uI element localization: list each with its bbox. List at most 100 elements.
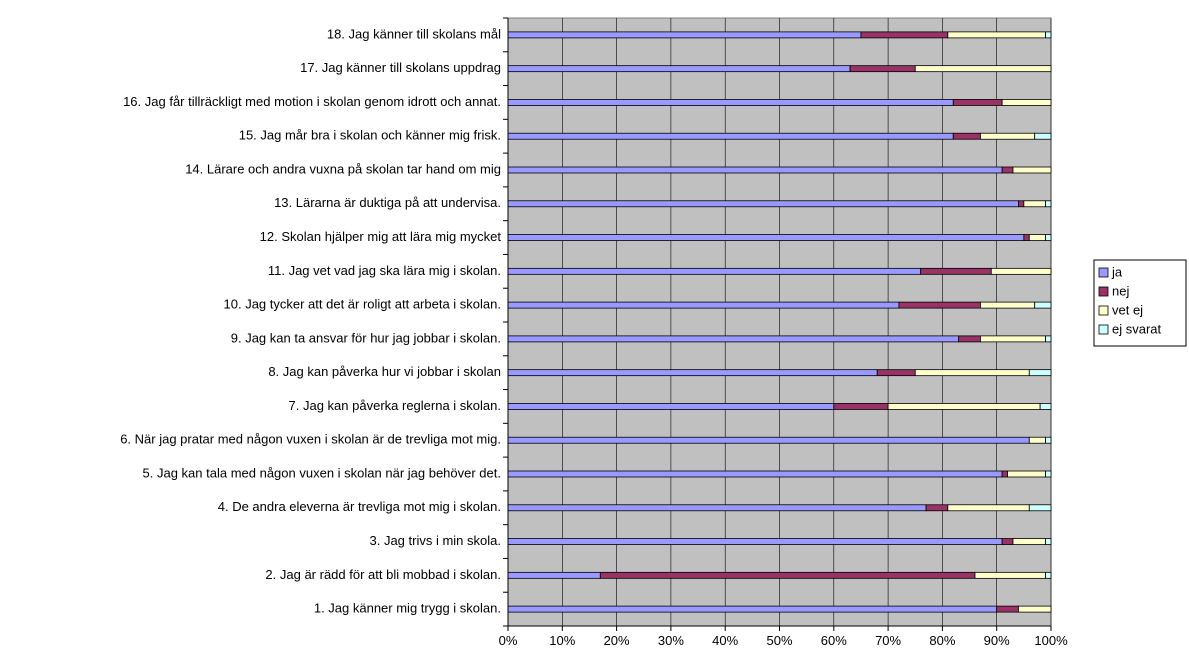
- legend-box: [1093, 259, 1187, 347]
- legend-swatch: [1098, 267, 1109, 278]
- x-tick-label: 10%: [549, 633, 575, 648]
- x-tick-label: 40%: [712, 633, 738, 648]
- bar-segment-ej-svarat: [1039, 403, 1052, 410]
- bar-segment-vet-ej: [980, 335, 1046, 343]
- category-label: 17. Jag känner till skolans uppdrag: [300, 60, 501, 75]
- category-label: 18. Jag känner till skolans mål: [327, 26, 501, 41]
- bar-segment-ja: [507, 538, 1003, 545]
- bar-segment-nej: [833, 403, 889, 410]
- bar-segment-vet-ej: [947, 31, 1046, 39]
- x-tick-label: 70%: [875, 633, 901, 648]
- bar-segment-vet-ej: [914, 65, 1052, 73]
- category-label: 9. Jag kan ta ansvar för hur jag jobbar …: [231, 330, 501, 345]
- bar-segment-nej: [1001, 538, 1014, 545]
- x-tick-label: 90%: [984, 633, 1010, 648]
- bar-segment-ja: [507, 166, 1003, 174]
- category-label: 6. När jag pratar med någon vuxen i skol…: [120, 432, 501, 447]
- legend-label: vet ej: [1112, 302, 1143, 317]
- category-label: 2. Jag är rädd för att bli mobbad i skol…: [265, 567, 501, 582]
- category-label: 11. Jag vet vad jag ska lära mig i skola…: [268, 263, 501, 278]
- bar-segment-vet-ej: [980, 132, 1036, 140]
- bar-segment-nej: [1018, 200, 1025, 208]
- category-label: 10. Jag tycker att det är roligt att arb…: [224, 297, 501, 312]
- category-label: 13. Lärarna är duktiga på att undervisa.: [274, 195, 501, 210]
- category-label: 8. Jag kan påverka hur vi jobbar i skola…: [268, 364, 501, 379]
- bar-segment-ja: [507, 132, 954, 140]
- x-tick-label: 30%: [658, 633, 684, 648]
- legend: ja nej vet ej ej svarat: [1093, 259, 1187, 347]
- legend-label: ja: [1111, 264, 1123, 279]
- bar-segment-vet-ej: [1007, 470, 1046, 478]
- bar-segment-vet-ej: [974, 571, 1046, 579]
- bar-segment-ja: [507, 436, 1030, 444]
- bar-segment-vet-ej: [1028, 234, 1046, 241]
- category-label: 1. Jag känner mig trygg i skolan.: [314, 601, 501, 616]
- bar-segment-nej: [1023, 234, 1030, 241]
- bar-segment-nej: [849, 65, 916, 73]
- category-label: 3. Jag trivs i min skola.: [370, 533, 502, 548]
- category-label: 15. Jag mår bra i skolan och känner mig …: [239, 128, 501, 143]
- legend-swatch: [1098, 324, 1109, 335]
- x-tick-label: 100%: [1034, 633, 1068, 648]
- bar-segment-vet-ej: [990, 267, 1052, 275]
- bar-segment-nej: [952, 99, 1003, 106]
- bar-segment-ja: [507, 99, 954, 106]
- y-axis: 1. Jag känner mig trygg i skolan. 2. Jag …: [120, 17, 509, 627]
- bar-segment-nej: [996, 605, 1019, 613]
- x-tick-label: 20%: [604, 633, 630, 648]
- bar-segment-ja: [507, 369, 878, 377]
- x-tick-label: 50%: [766, 633, 792, 648]
- bar-segment-nej: [860, 31, 949, 39]
- bar-segment-nej: [958, 335, 981, 343]
- legend-swatch: [1098, 286, 1109, 297]
- x-tick-label: 80%: [929, 633, 955, 648]
- category-label: 5. Jag kan tala med någon vuxen i skolan…: [143, 465, 501, 480]
- bar-segment-ej-svarat: [1045, 470, 1052, 478]
- bar-segment-ej-svarat: [1034, 132, 1052, 140]
- bar-segment-ej-svarat: [1045, 436, 1052, 444]
- bar-segment-vet-ej: [914, 369, 1030, 377]
- bar-segment-vet-ej: [1012, 166, 1052, 174]
- bar-segment-ja: [507, 65, 851, 73]
- bar-segment-nej: [920, 267, 992, 275]
- x-tick-label: 60%: [821, 633, 847, 648]
- bar-segment-ej-svarat: [1045, 335, 1052, 343]
- bar-segment-ja: [507, 267, 922, 275]
- bar-segment-ja: [507, 403, 835, 410]
- legend-label: nej: [1112, 283, 1129, 298]
- x-axis: 0% 10% 20% 30% 40% 50% 60% 70% 80% 90% 100%: [499, 625, 1068, 648]
- bar-segment-ja: [507, 335, 960, 343]
- bar-segment-ej-svarat: [1034, 301, 1052, 309]
- bar-segment-ej-svarat: [1045, 571, 1052, 579]
- bar-segment-ja: [507, 200, 1019, 208]
- bar-segment-vet-ej: [1001, 99, 1052, 106]
- category-label: 12. Skolan hjälper mig att lära mig myck…: [260, 229, 502, 244]
- bar-segment-ej-svarat: [1045, 200, 1052, 208]
- bar-segment-vet-ej: [1028, 436, 1046, 444]
- category-label: 16. Jag får tillräckligt med motion i sk…: [123, 94, 501, 109]
- bar-segment-nej: [952, 132, 981, 140]
- x-tick-label: 0%: [499, 633, 518, 648]
- bar-segment-vet-ej: [887, 403, 1041, 410]
- bar-segment-vet-ej: [1012, 538, 1046, 545]
- category-label: 4. De andra eleverna är trevliga mot mig…: [218, 499, 501, 514]
- bar-segment-ej-svarat: [1028, 369, 1052, 377]
- category-label: 14. Lärare och andra vuxna på skolan tar…: [185, 161, 501, 176]
- bar-segment-ej-svarat: [1045, 538, 1052, 545]
- bar-segment-nej: [898, 301, 981, 309]
- bar-segment-ja: [507, 605, 998, 613]
- bar-segment-ej-svarat: [1045, 31, 1052, 39]
- category-label: 7. Jag kan påverka reglerna i skolan.: [289, 398, 501, 413]
- legend-label: ej svarat: [1112, 321, 1162, 336]
- bar-segment-ja: [507, 470, 1003, 478]
- bar-segment-nej: [599, 571, 976, 579]
- bar-segment-ej-svarat: [1028, 504, 1052, 512]
- bar-segment-vet-ej: [1023, 200, 1046, 208]
- bar-segment-vet-ej: [1018, 605, 1052, 613]
- bar-segment-vet-ej: [980, 301, 1036, 309]
- bar-segment-ja: [507, 504, 927, 512]
- bar-segment-nej: [1001, 166, 1014, 174]
- bar-segment-nej: [876, 369, 916, 377]
- bar-segment-ja: [507, 571, 601, 579]
